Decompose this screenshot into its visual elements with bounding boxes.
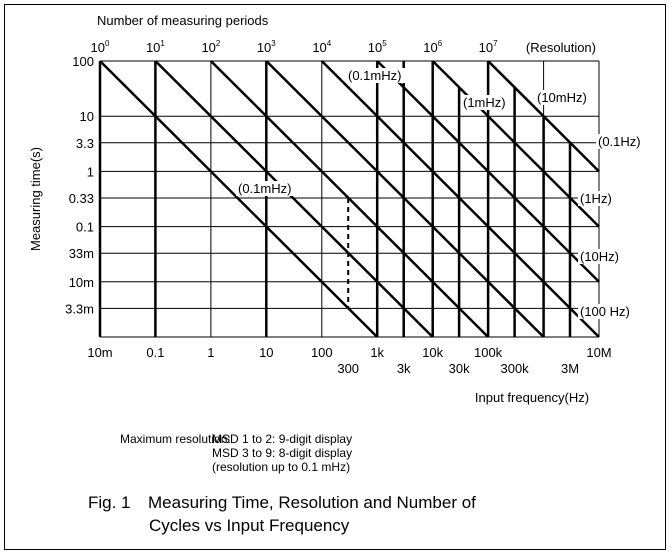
resolution-boundary-dashed-line xyxy=(487,60,600,173)
y-tick-label: 3.3 xyxy=(76,136,94,151)
chart-series-resolution-limits xyxy=(347,60,600,337)
notes-line-3: (resolution up to 0.1 mHz) xyxy=(212,460,351,474)
resolution-label-background xyxy=(578,304,640,319)
x-tick-label: 1 xyxy=(207,345,214,360)
x-tick-label: 30k xyxy=(449,361,470,376)
x-tick-label: 1k xyxy=(370,345,384,360)
resolution-label: (1Hz) xyxy=(580,191,612,206)
top-tick-label: 104 xyxy=(312,39,331,55)
x-tick-label: 300k xyxy=(500,361,529,376)
notes-label: Maximum resolution: xyxy=(120,432,231,446)
figure-number: Fig. 1 xyxy=(88,493,131,512)
resolution-label-background xyxy=(578,191,618,206)
resolution-label-background xyxy=(596,134,651,149)
y-tick-label: 10 xyxy=(80,109,94,124)
resolution-label-background xyxy=(346,68,408,83)
top-axis-title: Number of measuring periods xyxy=(97,13,269,28)
y-tick-label: 33m xyxy=(69,246,94,261)
figure-frame xyxy=(4,4,666,550)
resolution-label: (10mHz) xyxy=(537,90,587,105)
x-tick-label: 100k xyxy=(474,345,503,360)
y-tick-label: 0.33 xyxy=(69,191,94,206)
figure-caption: Fig. 1 Measuring Time, Resolution and Num… xyxy=(88,491,476,537)
y-axis-title: Measuring time(s) xyxy=(28,147,43,251)
top-tick-label: 106 xyxy=(423,39,442,55)
top-tick-label: 107 xyxy=(479,39,498,55)
y-tick-label: 10m xyxy=(69,275,94,290)
measuring-periods-line xyxy=(99,60,379,338)
chart-labels: 100 10 3.3 1 0.33 0.1 33m 10m 3.3m Measuring time… xyxy=(28,13,651,405)
caption-line-2: Cycles vs Input Frequency xyxy=(149,516,350,535)
resolution-label-background xyxy=(236,181,298,196)
x-tick-label: 3k xyxy=(397,361,411,376)
x-tick-label: 0.1 xyxy=(146,345,164,360)
measuring-periods-line xyxy=(210,60,489,338)
x-axis-title: Input frequency(Hz) xyxy=(475,390,589,405)
top-tick-label: 101 xyxy=(146,39,165,55)
resolution-label: (1mHz) xyxy=(463,95,506,110)
y-tick-label: 100 xyxy=(72,54,94,69)
resolution-notes: Maximum resolution: MSD 1 to 2: 9-digit … xyxy=(120,432,352,474)
notes-line-2: MSD 3 to 9: 8-digit display xyxy=(212,446,353,460)
resolution-label: (0.1Hz) xyxy=(598,134,641,149)
caption-line-1: Measuring Time, Resolution and Number of xyxy=(148,493,476,512)
measuring-periods-line xyxy=(154,60,434,338)
x-tick-label: 10M xyxy=(586,345,611,360)
top-tick-label: 102 xyxy=(201,39,220,55)
y-tick-label: 1 xyxy=(87,164,94,179)
top-tick-label: 103 xyxy=(257,39,276,55)
resolution-label-background xyxy=(535,90,590,105)
y-tick-label: 0.1 xyxy=(76,220,94,235)
x-tick-label: 10k xyxy=(422,345,443,360)
x-tick-label: 300 xyxy=(337,361,359,376)
x-tick-label: 10m xyxy=(87,345,112,360)
resolution-label: (0.1mHz) xyxy=(348,68,401,83)
x-tick-label: 10 xyxy=(259,345,273,360)
notes-line-1: MSD 1 to 2: 9-digit display xyxy=(212,432,353,446)
x-tick-label: 3M xyxy=(561,361,579,376)
top-tick-label: 100 xyxy=(91,39,110,55)
resolution-label: (10Hz) xyxy=(580,249,619,264)
resolution-label: (100 Hz) xyxy=(580,304,630,319)
chart-series-measuring-time xyxy=(99,60,600,338)
x-tick-label: 100 xyxy=(311,345,333,360)
measuring-periods-line xyxy=(320,60,600,338)
resolution-label-background xyxy=(461,95,509,110)
resolution-label-background xyxy=(578,249,626,264)
resolution-header: (Resolution) xyxy=(526,40,596,55)
top-tick-label: 105 xyxy=(368,39,387,55)
resolution-label: (0.1mHz) xyxy=(238,181,291,196)
y-tick-label: 3.3m xyxy=(65,301,94,316)
